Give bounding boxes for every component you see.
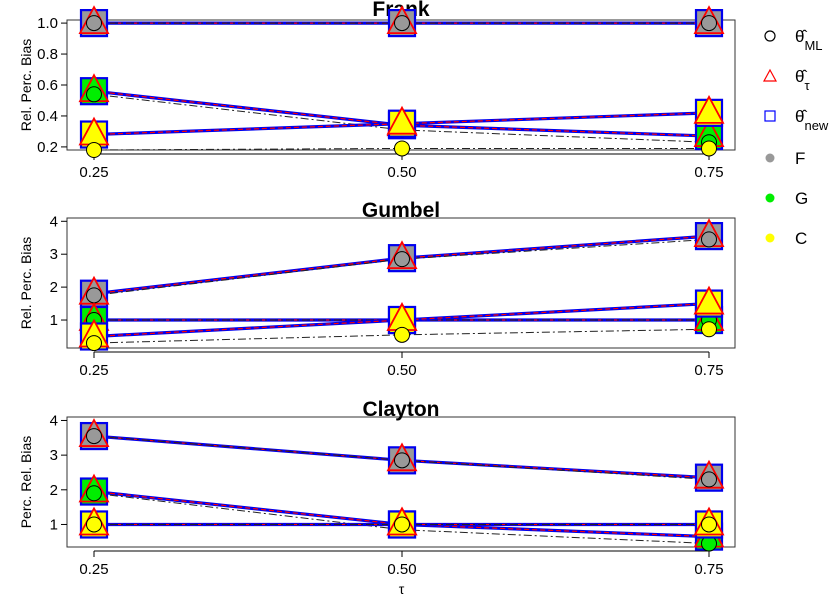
point-tau-C — [386, 105, 418, 135]
y-tick-label: 2 — [50, 279, 58, 296]
legend-item-ml: θ̂ML — [764, 27, 823, 53]
y-tick-label: 0.6 — [37, 77, 58, 94]
y-tick-label: 4 — [50, 412, 58, 429]
point-ml-G — [86, 86, 102, 103]
point-tau-C — [693, 94, 725, 124]
legend-item-tau: θ̂τ — [762, 67, 810, 93]
x-tick-label: 0.25 — [79, 362, 108, 379]
panel-frank: 0.20.40.60.81.00.250.500.75FrankRel. Per… — [18, 0, 736, 181]
legend-label: θ̂ML — [795, 27, 823, 53]
point-ml-F — [701, 231, 717, 248]
legend-subscript: τ — [804, 78, 810, 93]
y-tick-label: 1.0 — [37, 15, 58, 32]
legend-item-C: C — [765, 229, 807, 248]
point-ml-C — [394, 516, 410, 533]
point-ml-F — [394, 15, 410, 32]
point-ml-C — [701, 516, 717, 533]
y-tick-label: 0.8 — [37, 46, 58, 63]
x-axis-label: τ — [399, 581, 405, 597]
series-line-tau-G — [93, 490, 710, 538]
point-ml-C — [86, 142, 102, 158]
y-tick-label: 3 — [50, 447, 58, 464]
series-line-tau-F — [93, 235, 710, 295]
point-tau-C — [693, 285, 725, 315]
point-ml-F — [701, 471, 717, 488]
legend-dot-icon — [765, 193, 775, 203]
legend-label: G — [795, 189, 808, 208]
legend-item-new: θ̂new — [764, 107, 829, 133]
legend-square-icon — [764, 110, 776, 122]
x-tick-label: 0.25 — [79, 561, 108, 578]
point-ml-C — [86, 516, 102, 533]
x-tick-label: 0.75 — [694, 561, 723, 578]
y-axis-label: Rel. Perc. Bias — [18, 39, 34, 132]
panel-title: Clayton — [362, 398, 439, 421]
x-tick-label: 0.50 — [387, 362, 416, 379]
y-tick-label: 1 — [50, 312, 58, 329]
point-ml-F — [86, 15, 102, 32]
x-tick-label: 0.25 — [79, 164, 108, 181]
point-ml-F — [394, 452, 410, 469]
panel-clayton: 1 2 3 4 0.25 0.50 0.75 Clayton Perc. Rel. Bias τ — [18, 398, 736, 597]
legend-label: F — [795, 149, 805, 168]
point-ml-C — [394, 326, 410, 343]
point-ml-G — [86, 485, 102, 502]
legend-label: θ̂new — [795, 107, 829, 133]
legend-item-F: F — [765, 149, 805, 168]
legend-symbol: θ̂ — [795, 67, 807, 86]
y-tick-label: 1 — [50, 516, 58, 533]
point-ml-C — [701, 140, 717, 157]
legend-dot-icon — [765, 153, 775, 163]
point-ml-C — [701, 321, 717, 338]
point-ml-F — [701, 15, 717, 32]
panel-gumbel: 1 2 3 4 0.25 0.50 0.75 Gumbel Rel. Perc. Bias — [18, 199, 736, 379]
legend-label: θ̂τ — [795, 67, 810, 93]
legend-triangle-icon — [762, 68, 778, 82]
panel-title: Gumbel — [362, 199, 440, 222]
plot-frame — [66, 217, 736, 349]
y-axis-label: Rel. Perc. Bias — [18, 237, 34, 330]
x-tick-label: 0.75 — [694, 362, 723, 379]
x-tick-label: 0.75 — [694, 164, 723, 181]
x-tick-label: 0.50 — [387, 164, 416, 181]
x-tick-label: 0.50 — [387, 561, 416, 578]
series-line-tau-G — [93, 90, 710, 137]
y-axis-label: Perc. Rel. Bias — [18, 436, 34, 529]
point-ml-C — [394, 140, 410, 157]
y-tick-label: 2 — [50, 482, 58, 499]
legend-symbol: θ̂ — [795, 27, 807, 46]
point-ml-F — [86, 428, 102, 445]
point-ml-F — [394, 251, 410, 268]
legend-circle-icon — [764, 30, 776, 42]
y-tick-label: 0.2 — [37, 139, 58, 156]
legend-item-G: G — [765, 189, 808, 208]
legend-subscript: ML — [804, 38, 822, 53]
plot-frame — [66, 416, 736, 548]
y-tick-label: 0.4 — [37, 108, 58, 125]
legend-label: C — [795, 229, 807, 248]
legend-subscript: new — [804, 118, 828, 133]
legend-symbol: θ̂ — [795, 107, 807, 126]
y-tick-label: 4 — [50, 213, 58, 230]
y-tick-label: 3 — [50, 246, 58, 263]
legend-dot-icon — [765, 233, 775, 243]
point-ml-F — [86, 287, 102, 304]
point-ml-C — [86, 335, 102, 352]
